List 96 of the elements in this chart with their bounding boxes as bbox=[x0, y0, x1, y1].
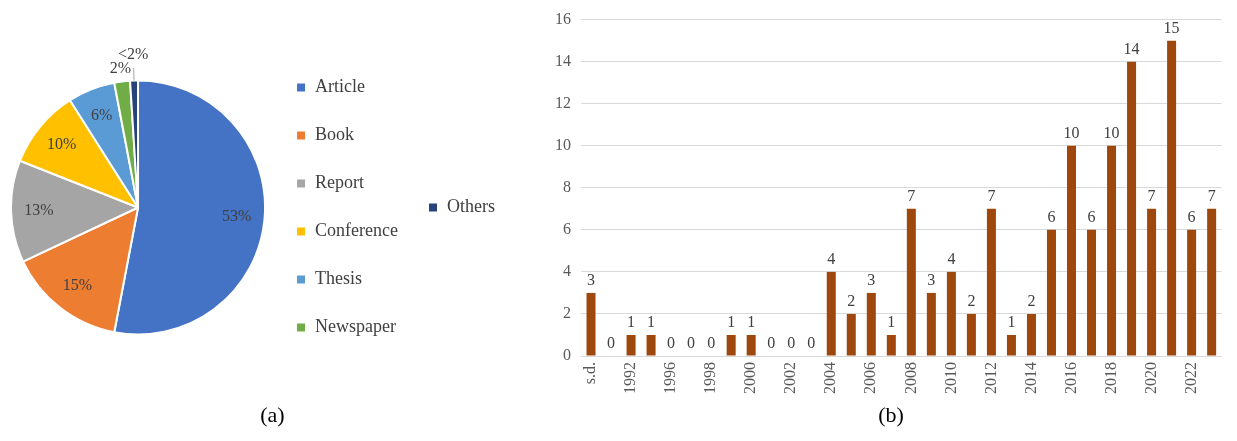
bar bbox=[846, 313, 856, 356]
data-label: 3 bbox=[587, 271, 596, 289]
data-label: 15 bbox=[1163, 18, 1180, 36]
data-label: 4 bbox=[947, 250, 956, 268]
legend-label: Book bbox=[315, 124, 355, 145]
data-label: 0 bbox=[667, 334, 676, 352]
y-tick-label: 0 bbox=[563, 346, 571, 364]
bar bbox=[1167, 40, 1177, 356]
data-label: 10% bbox=[47, 134, 77, 152]
bar bbox=[966, 313, 976, 356]
x-tick-label: 2020 bbox=[1141, 362, 1159, 394]
x-tick-label: 2002 bbox=[781, 362, 799, 394]
data-label: 6 bbox=[1187, 208, 1196, 226]
data-label: 13% bbox=[24, 200, 54, 218]
bar bbox=[946, 271, 956, 356]
bar bbox=[726, 334, 736, 356]
bar bbox=[1046, 229, 1056, 356]
data-label: 2 bbox=[847, 292, 856, 310]
bar bbox=[1067, 145, 1077, 356]
data-label: 0 bbox=[707, 334, 716, 352]
bar bbox=[1127, 61, 1137, 356]
bar bbox=[746, 334, 756, 356]
data-label: 4 bbox=[827, 250, 836, 268]
data-label: 0 bbox=[807, 334, 816, 352]
bar bbox=[1006, 334, 1016, 356]
data-label: 7 bbox=[1207, 187, 1216, 205]
x-tick-label: 2000 bbox=[741, 362, 759, 394]
x-tick-label: 2018 bbox=[1101, 362, 1119, 394]
data-label: 1 bbox=[627, 313, 636, 331]
data-label: 3 bbox=[927, 271, 936, 289]
bar bbox=[906, 208, 916, 356]
bar bbox=[826, 271, 836, 356]
y-tick-label: 16 bbox=[555, 9, 571, 27]
x-tick-label: 2004 bbox=[821, 362, 839, 394]
data-label: 7 bbox=[987, 187, 996, 205]
legend-label: Article bbox=[315, 76, 366, 97]
data-label: 53% bbox=[222, 207, 252, 225]
x-tick-label: 1992 bbox=[621, 362, 639, 394]
y-tick-label: 14 bbox=[555, 51, 571, 69]
bar bbox=[866, 292, 876, 356]
x-tick-label: s.d. bbox=[581, 362, 599, 385]
y-tick-label: 12 bbox=[555, 93, 571, 111]
data-label: 0 bbox=[687, 334, 696, 352]
legend-label: Conference bbox=[315, 220, 399, 241]
data-label: 2 bbox=[1027, 292, 1036, 310]
x-tick-label: 2022 bbox=[1181, 362, 1199, 394]
bar bbox=[1087, 229, 1097, 356]
data-label: 0 bbox=[787, 334, 796, 352]
legend-label: Others bbox=[447, 196, 496, 217]
y-tick-label: 4 bbox=[563, 262, 571, 280]
x-tick-label: 2010 bbox=[941, 362, 959, 394]
data-label: 10 bbox=[1103, 123, 1120, 141]
data-label: 1 bbox=[727, 313, 736, 331]
bar bbox=[1026, 313, 1036, 356]
data-label: 1 bbox=[647, 313, 656, 331]
legend-label: Thesis bbox=[315, 268, 363, 289]
y-tick-label: 2 bbox=[563, 304, 571, 322]
y-tick-label: 8 bbox=[563, 178, 571, 195]
legend-label: Report bbox=[315, 172, 365, 193]
bar bbox=[1187, 229, 1197, 356]
y-tick-label: 6 bbox=[563, 220, 571, 238]
bar bbox=[926, 292, 936, 356]
text: (a) bbox=[259, 402, 286, 428]
data-label: 6 bbox=[1087, 208, 1096, 226]
x-tick-label: 2008 bbox=[901, 362, 919, 394]
bar bbox=[626, 334, 636, 356]
data-label: 2 bbox=[967, 292, 976, 310]
bar bbox=[586, 292, 596, 356]
bar bbox=[886, 334, 896, 356]
bar bbox=[1107, 145, 1117, 356]
x-tick-label: 2012 bbox=[981, 362, 999, 394]
bar bbox=[1147, 208, 1157, 356]
data-label: 14 bbox=[1123, 39, 1140, 57]
x-tick-label: 2016 bbox=[1061, 362, 1079, 394]
data-label: 7 bbox=[1147, 187, 1156, 205]
y-tick-label: 10 bbox=[555, 135, 571, 153]
data-label: 1 bbox=[747, 313, 756, 331]
data-label: 10 bbox=[1063, 123, 1080, 141]
bar bbox=[1207, 208, 1217, 356]
data-label: 6% bbox=[90, 105, 113, 123]
data-label: 1 bbox=[1007, 313, 1016, 331]
data-label: 7 bbox=[907, 187, 916, 205]
x-tick-label: 1996 bbox=[661, 362, 679, 394]
data-label: 0 bbox=[767, 334, 776, 352]
bar bbox=[646, 334, 656, 356]
data-label: 1 bbox=[887, 313, 896, 331]
text: (b) bbox=[877, 402, 905, 428]
x-tick-label: 1998 bbox=[701, 362, 719, 394]
data-label: 3 bbox=[867, 271, 876, 289]
x-tick-label: 2006 bbox=[861, 362, 879, 394]
data-label: 0 bbox=[607, 334, 616, 352]
data-label: 6 bbox=[1047, 208, 1056, 226]
data-label: 15% bbox=[62, 275, 92, 293]
x-tick-label: 2014 bbox=[1021, 362, 1039, 394]
bar bbox=[986, 208, 996, 356]
legend-label: Newspaper bbox=[315, 316, 397, 337]
